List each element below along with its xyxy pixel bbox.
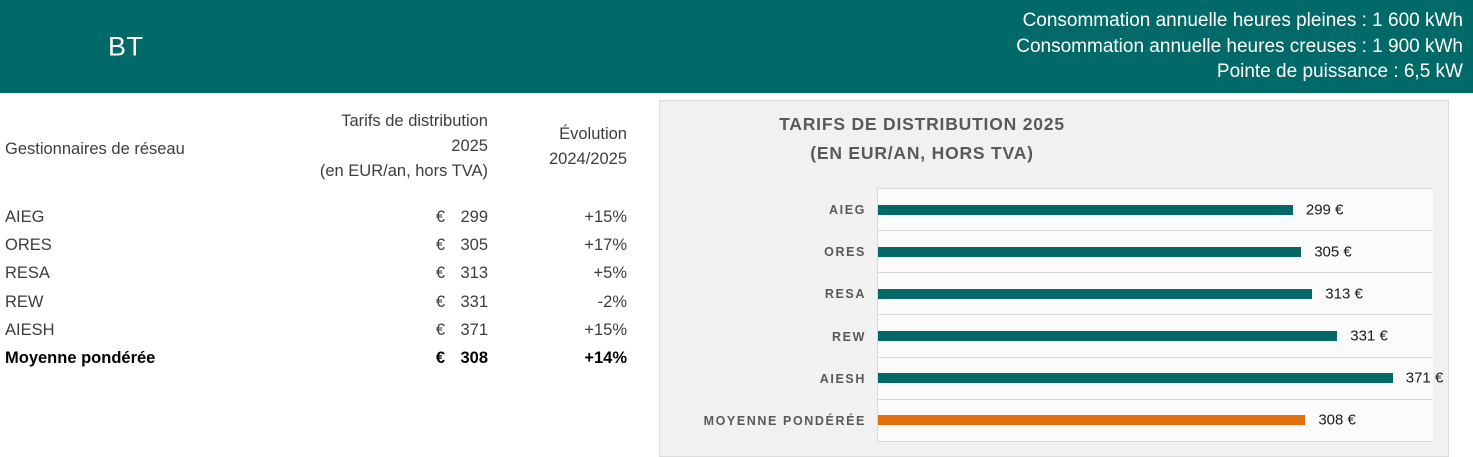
tariff-cell: €371 (305, 321, 488, 340)
column-header-operators: Gestionnaires de réseau (5, 140, 185, 158)
category-label: ORES (824, 245, 866, 260)
tariff-cell: €305 (305, 236, 488, 255)
plot-cell: 305 € (877, 231, 1433, 274)
chart-row: RESA 313 € (660, 273, 1433, 316)
operator-name: RESA (5, 264, 50, 283)
currency-symbol: € (435, 207, 445, 226)
bar-value-label: 308 € (1318, 411, 1356, 429)
table-row: REW €331 -2% (5, 288, 645, 316)
table-row: RESA €313 +5% (5, 260, 645, 288)
tariff-value: 299 (460, 207, 488, 226)
tariff-value: 331 (460, 292, 488, 311)
tariff-cell: €331 (305, 293, 488, 312)
plot-cell: 308 € (877, 399, 1433, 442)
chart-rows: AIEG 299 € ORES 305 € RESA 313 € (660, 189, 1443, 442)
plot-top-gridline (877, 188, 1433, 189)
evolution-value: +17% (584, 235, 627, 254)
category-label: AIEG (829, 203, 866, 218)
currency-symbol: € (435, 320, 445, 339)
chart-row-weighted-average: MOYENNE PONDÉRÉE 308 € (660, 399, 1433, 442)
bar (878, 415, 1306, 426)
chart-row: AIEG 299 € (660, 189, 1433, 232)
category-label: REW (832, 329, 866, 344)
bar (878, 204, 1293, 215)
consumption-peak-hours: Consommation annuelle heures pleines : 1… (1022, 10, 1463, 31)
plot-cell: 331 € (877, 315, 1433, 358)
bar-value-label: 305 € (1314, 243, 1352, 261)
consumption-summary: Consommation annuelle heures pleines : 1… (1016, 8, 1463, 85)
category-label: AIESH (819, 371, 866, 386)
plot-cell: 299 € (877, 189, 1433, 232)
chart-title: TARIFS DE DISTRIBUTION 2025 (EN EUR/AN, … (779, 114, 1065, 163)
plot-cell: 371 € (877, 357, 1443, 400)
tariff-value: 308 (460, 349, 488, 368)
bar (878, 331, 1338, 342)
table-row: AIEG €299 +15% (5, 203, 645, 231)
currency-symbol: € (435, 264, 445, 283)
bar-value-label: 313 € (1325, 285, 1363, 303)
operator-name: AIESH (5, 320, 55, 339)
tariff-cell: €308 (305, 349, 488, 368)
category-label: MOYENNE PONDÉRÉE (703, 413, 866, 428)
column-header-tariff: Tarifs de distribution 2025 (en EUR/an, … (319, 112, 488, 180)
evolution-value: +5% (593, 264, 627, 283)
chart-row: AIESH 371 € (660, 357, 1443, 400)
category-label: RESA (824, 287, 866, 302)
operator-name: Moyenne pondérée (5, 349, 156, 368)
evolution-value: -2% (597, 292, 627, 311)
chart-row: REW 331 € (660, 315, 1433, 358)
bar-value-label: 331 € (1350, 327, 1388, 345)
operator-name: REW (5, 292, 44, 311)
evolution-value: +14% (584, 349, 627, 368)
tariff-cell: €313 (305, 264, 488, 283)
operator-name: ORES (5, 235, 52, 254)
currency-symbol: € (435, 235, 445, 254)
bar (878, 246, 1302, 257)
bar (878, 373, 1393, 384)
tariff-value: 371 (460, 320, 488, 339)
chart-row: ORES 305 € (660, 231, 1433, 274)
table-row: ORES €305 +17% (5, 231, 645, 259)
bar-chart-panel: TARIFS DE DISTRIBUTION 2025 (EN EUR/AN, … (659, 100, 1449, 457)
currency-symbol: € (435, 349, 445, 368)
evolution-value: +15% (584, 207, 627, 226)
table-body: AIEG €299 +15% ORES €305 +17% RESA €313 … (5, 203, 645, 373)
voltage-level-label: BT (108, 31, 144, 61)
consumption-offpeak-hours: Consommation annuelle heures creuses : 1… (1016, 35, 1463, 57)
power-peak: Pointe de puissance : 6,5 kW (1216, 61, 1463, 82)
tariff-value: 305 (460, 235, 488, 254)
header-band: BT Consommation annuelle heures pleines … (0, 0, 1473, 93)
bar (878, 288, 1313, 299)
column-header-evolution: Évolution 2024/2025 (549, 125, 627, 168)
table-row: AIESH €371 +15% (5, 316, 645, 344)
plot-cell: 313 € (877, 273, 1433, 316)
tariff-cell: €299 (305, 208, 488, 227)
bar-value-label: 299 € (1305, 201, 1344, 219)
tariff-value: 313 (460, 264, 488, 283)
evolution-value: +15% (584, 320, 627, 339)
currency-symbol: € (435, 292, 445, 311)
operator-name: AIEG (5, 207, 45, 226)
bar-value-label: 371 € (1405, 369, 1444, 387)
table-row-weighted-average: Moyenne pondérée €308 +14% (5, 344, 645, 372)
